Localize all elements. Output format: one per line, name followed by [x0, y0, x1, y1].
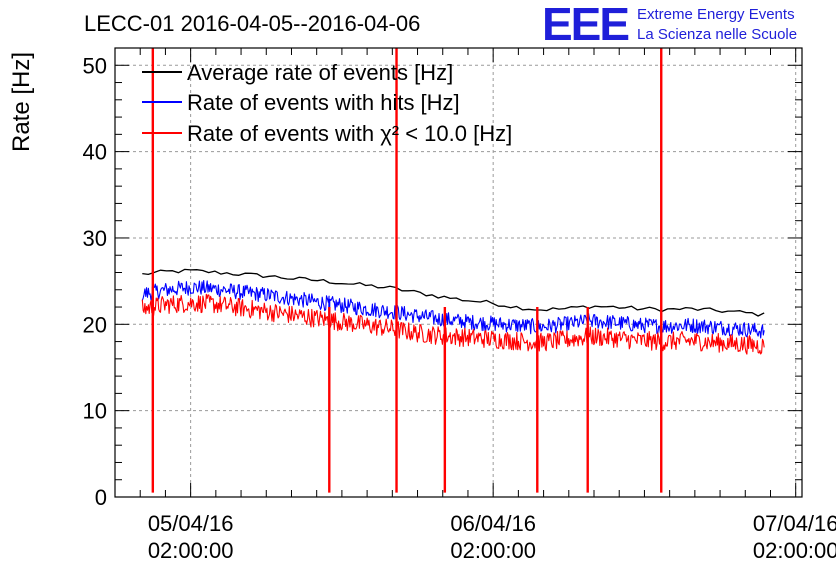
legend-label: Rate of events with χ² < 10.0 [Hz]	[187, 121, 512, 146]
grid	[115, 48, 802, 497]
y-tick-label: 0	[95, 485, 107, 510]
x-tick-label-time: 02:00:00	[753, 538, 836, 563]
logo-line-2: La Scienza nelle Scuole	[637, 26, 797, 43]
legend: Average rate of events [Hz] Rate of event…	[142, 60, 512, 146]
x-tick-label-time: 02:00:00	[450, 538, 536, 563]
eee-logo: EEE Extreme Energy Events La Scienza nel…	[542, 0, 797, 50]
y-tick-label: 30	[83, 226, 107, 251]
logo-mark: EEE	[542, 0, 628, 50]
y-tick-label: 50	[83, 53, 107, 78]
chart-title: LECC-01 2016-04-05--2016-04-06	[84, 11, 420, 36]
y-tick-label: 10	[83, 399, 107, 424]
series-line	[141, 293, 765, 429]
y-tick-label: 40	[83, 140, 107, 165]
x-tick-label-date: 06/04/16	[450, 511, 536, 536]
logo-line-1: Extreme Energy Events	[637, 6, 795, 23]
x-tick-label-date: 07/04/16	[753, 511, 836, 536]
x-tick-label-time: 02:00:00	[148, 538, 234, 563]
y-tick-label: 20	[83, 312, 107, 337]
legend-label: Average rate of events [Hz]	[187, 60, 453, 85]
series-layer	[141, 48, 765, 493]
y-axis-label: Rate [Hz]	[8, 52, 35, 152]
axes: 0102030405005/04/1602:00:0006/04/1602:00…	[83, 48, 836, 563]
legend-label: Rate of events with hits [Hz]	[187, 90, 460, 115]
x-tick-label-date: 05/04/16	[148, 511, 234, 536]
